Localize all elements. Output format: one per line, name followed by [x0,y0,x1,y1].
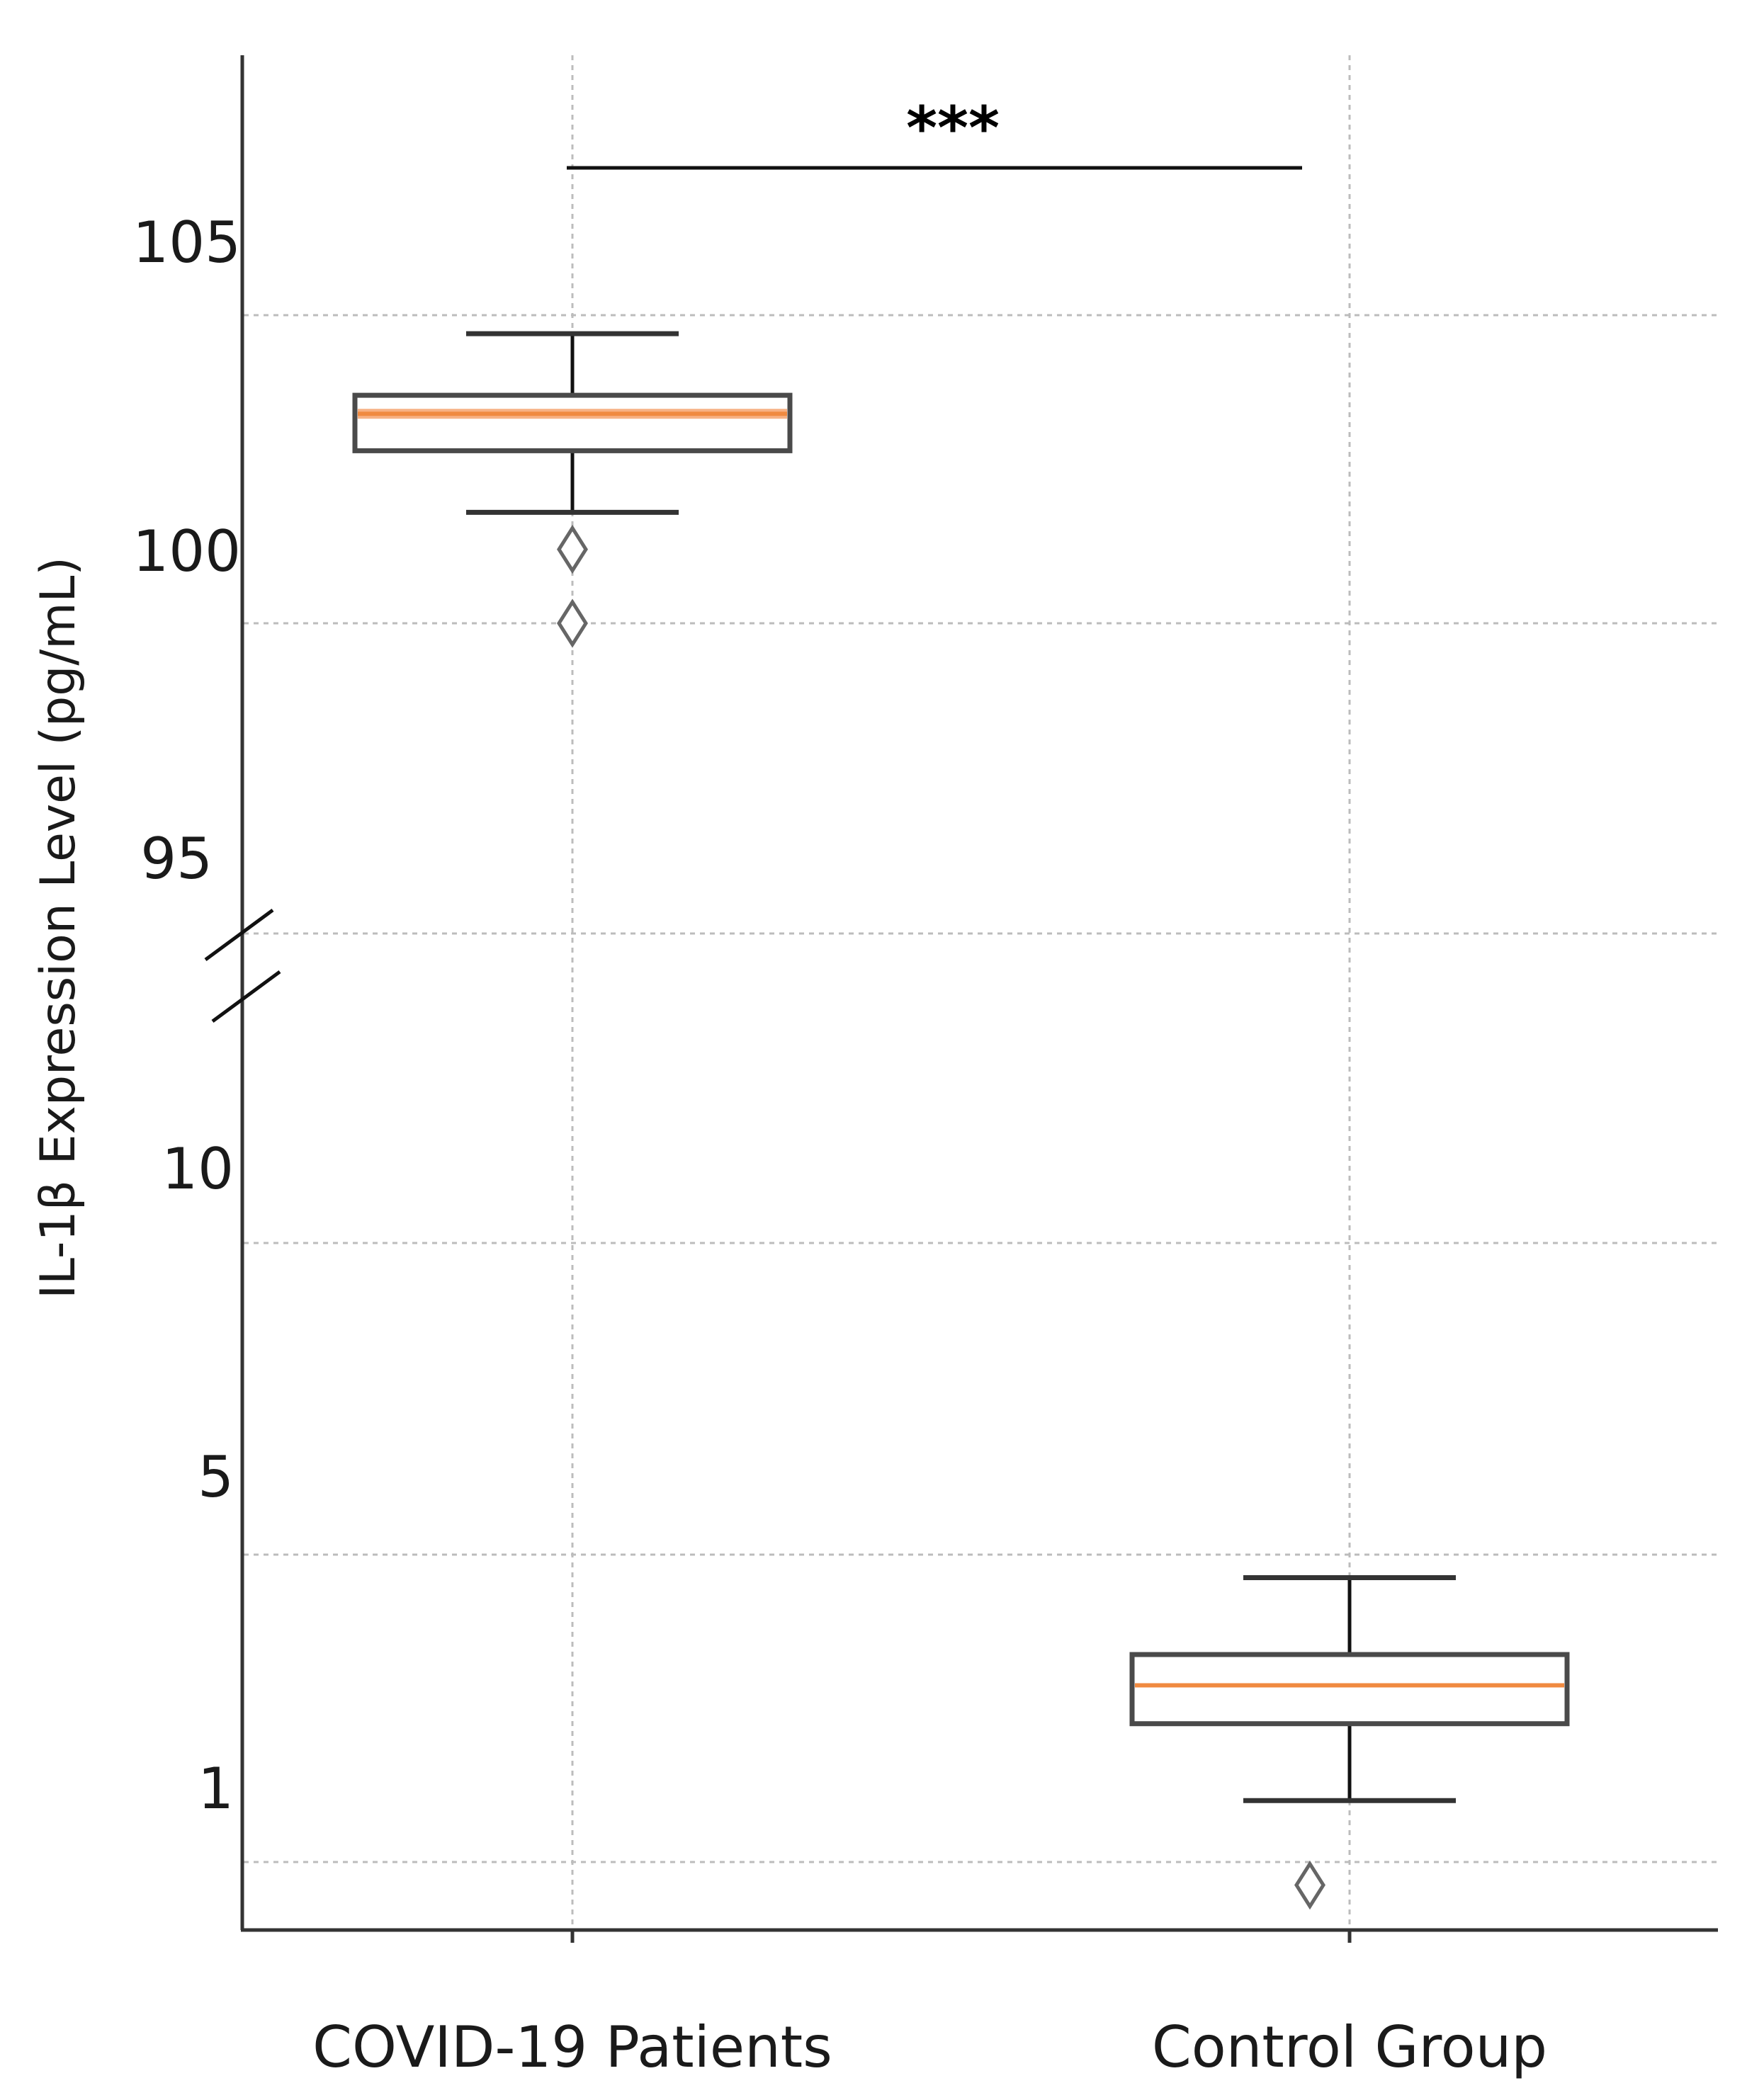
y-tick-label: 1 [198,1756,234,1822]
y-axis-title: IL-1β Expression Level (pg/mL) [30,557,86,1299]
axis-break-mark [211,970,281,1023]
box-iqr [1129,1652,1570,1727]
x-tick-label: COVID-19 Patients [312,2014,832,2080]
y-tick-label: 105 [132,210,241,276]
label-layer: 1 5 10 95 100 105 COVID-19 Patients Control Gro… [30,93,1547,2080]
box-group [1129,1575,1570,1910]
y-tick-label: 10 [162,1136,234,1202]
y-tick-label: 5 [198,1444,234,1510]
outlier-marker [1294,1860,1325,1910]
y-tick-label: 100 [132,518,241,584]
axis-layer [204,55,1718,1943]
significance-label: *** [906,93,1000,163]
box-iqr [352,392,793,453]
y-tick-label: 95 [140,826,213,892]
x-tick-label: Control Group [1152,2014,1547,2080]
grid-layer [244,55,1718,1930]
outlier-marker [557,598,588,648]
axis-break-mark [204,908,274,962]
box-group [352,331,793,648]
outlier-marker [557,524,588,574]
box-layer [352,331,1570,1910]
